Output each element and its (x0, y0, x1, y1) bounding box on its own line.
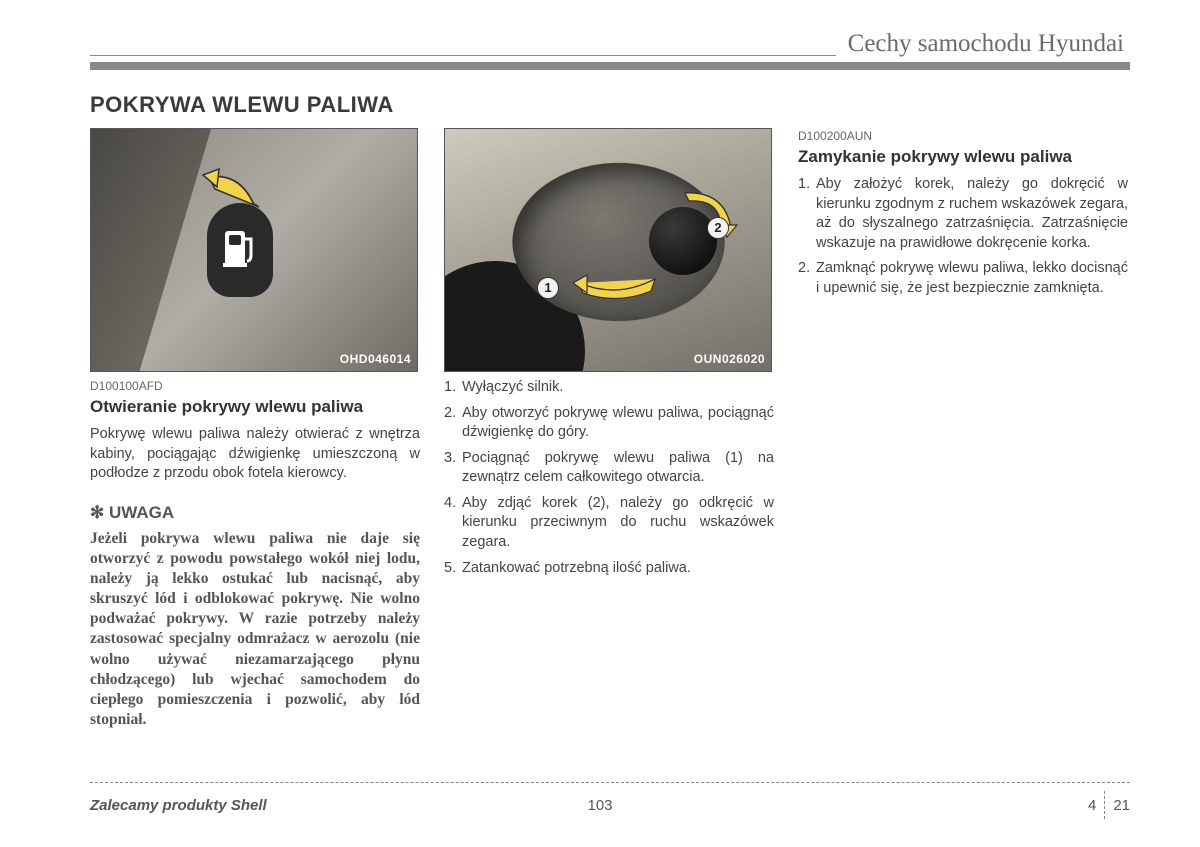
section-heading: Otwieranie pokrywy wlewu paliwa (90, 396, 420, 419)
steps-list-open: Wyłączyć silnik. Aby otworzyć pokrywę wl… (444, 378, 774, 578)
list-item: Wyłączyć silnik. (444, 378, 774, 398)
section-code: D100200AUN (798, 128, 1128, 144)
section-heading: Zamykanie pokrywy wlewu paliwa (798, 146, 1128, 169)
page-footer: Zalecamy produkty Shell 103 4 21 (0, 782, 1200, 819)
figure-lever: OHD046014 (90, 128, 418, 372)
footer-page-abs: 103 (587, 797, 612, 814)
footer-rule (90, 782, 1130, 783)
page-title: POKRYWA WLEWU PALIWA (90, 92, 1130, 118)
list-item: Aby założyć korek, należy go dokręcić w … (798, 175, 1128, 253)
figure-code: OUN026020 (694, 351, 765, 367)
figure-fuel-door: 1 2 OUN026020 (444, 128, 772, 372)
footer-chapter-num: 4 (1088, 797, 1096, 814)
chapter-title: Cechy samochodu Hyundai (836, 30, 1130, 58)
list-item: Zatankować potrzebną ilość paliwa. (444, 559, 774, 579)
unscrew-arrow-icon (677, 185, 741, 245)
footer-page-rel: 4 21 (1088, 791, 1130, 819)
callout-badge-2: 2 (707, 217, 729, 239)
column-3: D100200AUN Zamykanie pokrywy wlewu paliw… (798, 128, 1128, 730)
footer-page-num: 21 (1113, 797, 1130, 814)
footer-row: Zalecamy produkty Shell 103 4 21 (90, 791, 1130, 819)
note-label: UWAGA (109, 503, 174, 522)
footer-separator (1104, 791, 1105, 819)
body-paragraph: Pokrywę wlewu paliwa należy otwierać z w… (90, 425, 420, 484)
list-item: Aby zdjąć korek (2), należy go odkręcić … (444, 494, 774, 553)
note-symbol: ✻ (90, 503, 104, 522)
callout-badge-1: 1 (537, 277, 559, 299)
section-code: D100100AFD (90, 378, 420, 394)
page-content: Cechy samochodu Hyundai POKRYWA WLEWU PA… (0, 0, 1200, 730)
content-columns: OHD046014 D100100AFD Otwieranie pokrywy … (90, 128, 1130, 730)
column-1: OHD046014 D100100AFD Otwieranie pokrywy … (90, 128, 420, 730)
footer-slogan: Zalecamy produkty Shell (90, 797, 267, 814)
header-row: Cechy samochodu Hyundai (90, 30, 1130, 58)
header-thin-rule (90, 55, 836, 56)
figure-code: OHD046014 (340, 351, 411, 367)
list-item: Pociągnąć pokrywę wlewu paliwa (1) na ze… (444, 449, 774, 488)
list-item: Zamknąć pokrywę wlewu paliwa, lekko doci… (798, 259, 1128, 298)
note-body: Jeżeli pokrywa wlewu paliwa nie daje się… (90, 529, 420, 730)
lift-arrow-icon (199, 165, 279, 209)
note-heading: ✻ UWAGA (90, 502, 420, 525)
header-thick-rule (90, 62, 1130, 70)
column-2: 1 2 OUN026020 Wyłączyć silnik. Aby otwor… (444, 128, 774, 730)
fuel-pump-icon (221, 225, 259, 269)
list-item: Aby otworzyć pokrywę wlewu paliwa, pocią… (444, 404, 774, 443)
steps-list-close: Aby założyć korek, należy go dokręcić w … (798, 175, 1128, 298)
floor-panel-shape (91, 129, 211, 372)
open-arrow-icon (573, 265, 663, 305)
